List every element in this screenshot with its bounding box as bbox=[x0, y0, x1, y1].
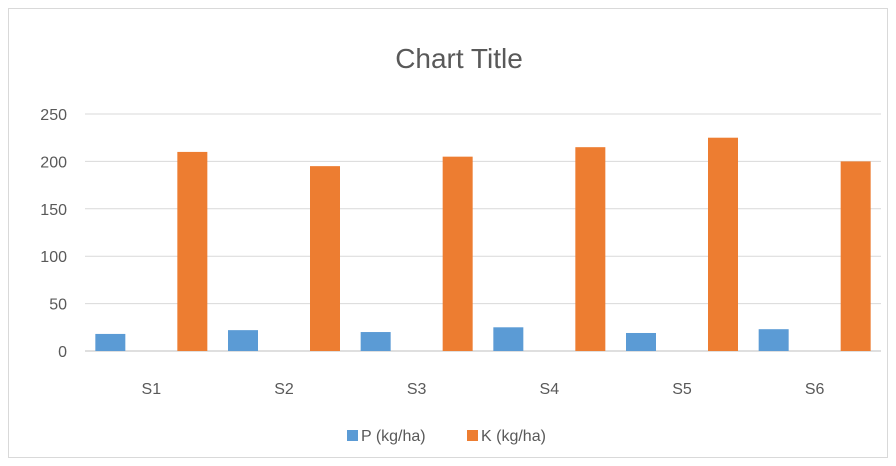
x-tick-label: S5 bbox=[672, 381, 692, 398]
bar-k-s6 bbox=[840, 161, 871, 351]
bars bbox=[95, 137, 871, 351]
legend-swatch bbox=[467, 430, 478, 441]
gridlines bbox=[85, 113, 881, 352]
y-tick-label: 50 bbox=[49, 297, 67, 314]
y-axis-ticks: 0 50 100 150 200 250 bbox=[40, 107, 67, 361]
bar-p-s1 bbox=[95, 333, 126, 351]
legend-label: K (kg/ha) bbox=[481, 428, 546, 445]
y-tick-label: 200 bbox=[40, 154, 67, 171]
y-tick-label: 100 bbox=[40, 249, 67, 266]
x-tick-label: S6 bbox=[805, 381, 825, 398]
x-tick-label: S2 bbox=[274, 381, 294, 398]
y-tick-label: 0 bbox=[58, 344, 67, 361]
legend-swatch bbox=[347, 430, 358, 441]
bar-p-s2 bbox=[228, 330, 258, 351]
legend: P (kg/ha) K (kg/ha) bbox=[347, 428, 546, 445]
bar-k-s1 bbox=[177, 151, 208, 351]
bar-k-s4 bbox=[575, 147, 606, 351]
x-tick-label: S4 bbox=[540, 381, 560, 398]
bar-p-s3 bbox=[360, 332, 391, 351]
x-tick-label: S3 bbox=[407, 381, 427, 398]
legend-label: P (kg/ha) bbox=[361, 428, 426, 445]
chart-title: Chart Title bbox=[395, 43, 523, 74]
bar-p-s5 bbox=[626, 332, 656, 351]
x-tick-label: S1 bbox=[142, 381, 162, 398]
x-axis-ticks: S1 S2 S3 S4 S5 S6 bbox=[142, 381, 825, 398]
bar-p-s4 bbox=[493, 327, 524, 351]
bar-k-s3 bbox=[442, 156, 473, 351]
chart-area: Chart Title 0 50 100 150 200 250 S1 S2 S3 S4 S5 S6… bbox=[8, 8, 888, 458]
bar-p-s6 bbox=[758, 329, 789, 351]
bar-chart: Chart Title 0 50 100 150 200 250 S1 S2 S3 S4 S5 S6… bbox=[40, 43, 881, 445]
y-tick-label: 250 bbox=[40, 107, 67, 124]
y-tick-label: 150 bbox=[40, 202, 67, 219]
bar-k-s2 bbox=[310, 166, 340, 351]
bar-k-s5 bbox=[708, 137, 738, 351]
